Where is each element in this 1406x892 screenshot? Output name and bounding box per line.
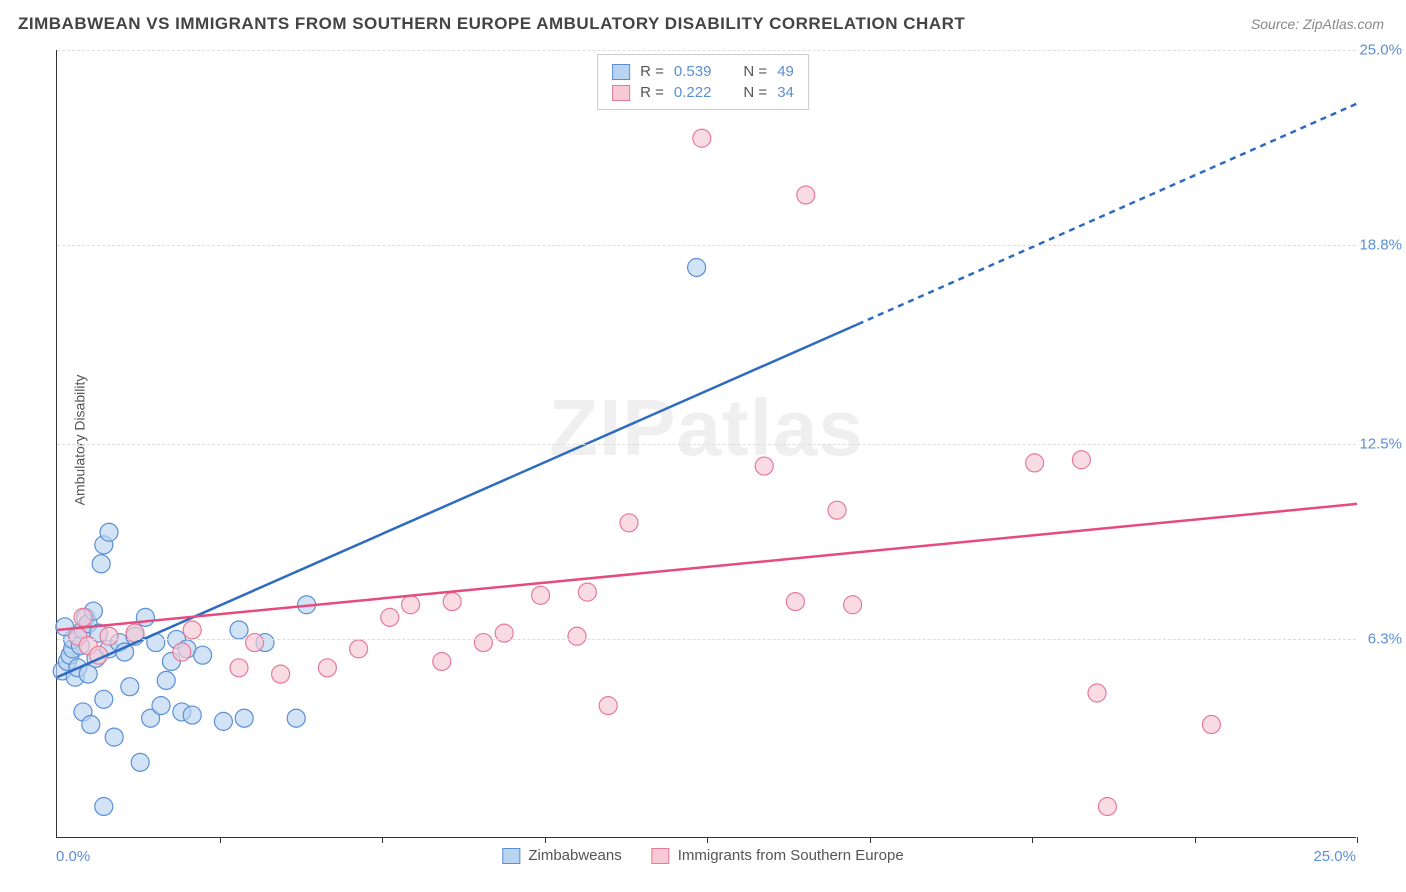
n-value: 49 xyxy=(777,63,794,80)
gridline xyxy=(57,639,1356,640)
data-point xyxy=(214,712,232,730)
legend-swatch xyxy=(502,848,520,864)
r-label: R = xyxy=(640,84,664,101)
data-point xyxy=(578,583,596,601)
data-point xyxy=(620,514,638,532)
data-point xyxy=(100,627,118,645)
data-point xyxy=(599,697,617,715)
data-point xyxy=(844,596,862,614)
data-point xyxy=(152,697,170,715)
y-tick-label: 18.8% xyxy=(1359,237,1402,254)
legend-row: R = 0.222 N = 34 xyxy=(612,82,794,103)
data-point xyxy=(95,797,113,815)
data-point xyxy=(95,690,113,708)
x-tick-mark xyxy=(545,837,546,843)
data-point xyxy=(474,634,492,652)
chart-title: ZIMBABWEAN VS IMMIGRANTS FROM SOUTHERN E… xyxy=(18,14,965,34)
data-point xyxy=(131,753,149,771)
data-point xyxy=(92,555,110,573)
data-point xyxy=(688,258,706,276)
data-point xyxy=(157,671,175,689)
n-value: 34 xyxy=(777,84,794,101)
legend-label: Zimbabweans xyxy=(528,847,621,864)
data-point xyxy=(272,665,290,683)
trend-line xyxy=(57,504,1357,630)
legend-item: Zimbabweans xyxy=(502,847,621,864)
data-point xyxy=(183,621,201,639)
series-legend: Zimbabweans Immigrants from Southern Euro… xyxy=(502,847,903,864)
x-tick-mark xyxy=(707,837,708,843)
data-point xyxy=(194,646,212,664)
gridline xyxy=(57,444,1356,445)
r-value: 0.539 xyxy=(674,63,712,80)
x-axis-max-label: 25.0% xyxy=(1313,848,1356,865)
data-point xyxy=(532,586,550,604)
trend-line xyxy=(57,324,858,677)
data-point xyxy=(433,652,451,670)
n-label: N = xyxy=(743,63,767,80)
data-point xyxy=(246,634,264,652)
data-point xyxy=(786,593,804,611)
x-tick-mark xyxy=(382,837,383,843)
data-point xyxy=(82,716,100,734)
source-attribution: Source: ZipAtlas.com xyxy=(1251,16,1384,32)
data-point xyxy=(1072,451,1090,469)
data-point xyxy=(1088,684,1106,702)
legend-item: Immigrants from Southern Europe xyxy=(652,847,904,864)
gridline xyxy=(57,50,1356,51)
data-point xyxy=(100,523,118,541)
data-point xyxy=(797,186,815,204)
legend-swatch xyxy=(612,85,630,101)
x-tick-mark xyxy=(870,837,871,843)
data-point xyxy=(105,728,123,746)
y-tick-label: 12.5% xyxy=(1359,436,1402,453)
trend-line-extrapolated xyxy=(858,104,1357,325)
data-point xyxy=(443,593,461,611)
legend-row: R = 0.539 N = 49 xyxy=(612,61,794,82)
data-point xyxy=(1026,454,1044,472)
legend-label: Immigrants from Southern Europe xyxy=(678,847,904,864)
data-point xyxy=(235,709,253,727)
data-point xyxy=(287,709,305,727)
data-point xyxy=(381,608,399,626)
data-point xyxy=(121,678,139,696)
y-tick-label: 6.3% xyxy=(1368,631,1402,648)
data-point xyxy=(1202,716,1220,734)
data-point xyxy=(74,608,92,626)
legend-swatch xyxy=(612,64,630,80)
x-tick-mark xyxy=(1195,837,1196,843)
legend-swatch xyxy=(652,848,670,864)
data-point xyxy=(568,627,586,645)
data-point xyxy=(350,640,368,658)
data-point xyxy=(755,457,773,475)
y-tick-label: 25.0% xyxy=(1359,42,1402,59)
data-point xyxy=(230,659,248,677)
data-point xyxy=(1098,797,1116,815)
n-label: N = xyxy=(743,84,767,101)
correlation-legend: R = 0.539 N = 49 R = 0.222 N = 34 xyxy=(597,54,809,110)
plot-area: ZIPatlas 6.3%12.5%18.8%25.0% xyxy=(56,50,1356,838)
data-point xyxy=(318,659,336,677)
gridline xyxy=(57,245,1356,246)
r-value: 0.222 xyxy=(674,84,712,101)
x-tick-mark xyxy=(220,837,221,843)
x-axis-origin-label: 0.0% xyxy=(56,848,90,865)
data-point xyxy=(693,129,711,147)
data-point xyxy=(230,621,248,639)
x-tick-mark xyxy=(1032,837,1033,843)
data-point xyxy=(173,643,191,661)
x-tick-mark xyxy=(1357,837,1358,843)
r-label: R = xyxy=(640,63,664,80)
data-point xyxy=(828,501,846,519)
data-point xyxy=(402,596,420,614)
data-point xyxy=(183,706,201,724)
data-point xyxy=(136,608,154,626)
